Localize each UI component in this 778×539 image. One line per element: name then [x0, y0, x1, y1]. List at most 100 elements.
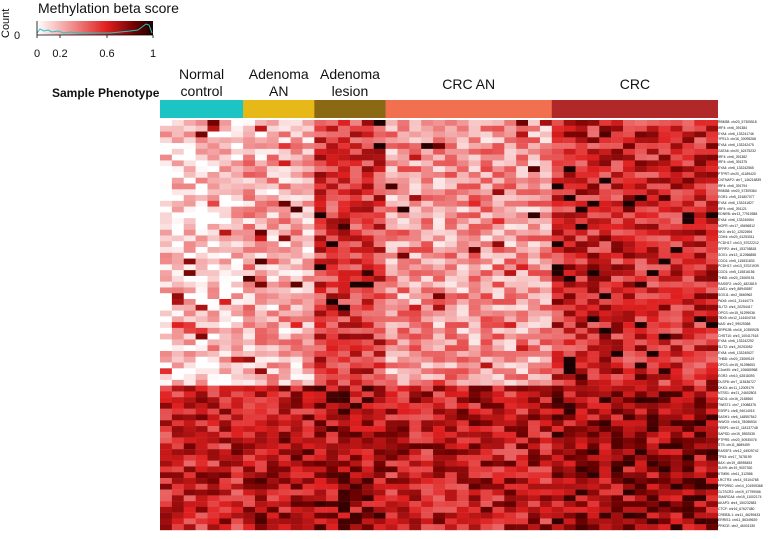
heatmap-cell: [551, 506, 564, 513]
heatmap-cell: [682, 229, 695, 236]
heatmap-cell: [599, 460, 612, 467]
heatmap-cell: [599, 229, 612, 236]
heatmap-cell: [195, 466, 208, 473]
heatmap-cell: [409, 120, 422, 126]
heatmap-cell: [456, 200, 469, 207]
heatmap-cell: [492, 397, 505, 404]
heatmap-cell: [302, 489, 315, 496]
heatmap-cell: [314, 166, 327, 173]
heatmap-cell: [361, 160, 374, 167]
heatmap-cell: [563, 420, 576, 427]
heatmap-cell: [563, 304, 576, 311]
heatmap-cell: [243, 449, 256, 456]
heatmap-cell: [243, 200, 256, 207]
heatmap-cell: [409, 495, 422, 502]
heatmap-cell: [278, 397, 291, 404]
heatmap-cell: [504, 443, 517, 450]
heatmap-cell: [266, 345, 279, 352]
heatmap-cell: [314, 195, 327, 202]
heatmap-cell: [361, 299, 374, 305]
heatmap-cell: [575, 252, 588, 259]
heatmap-cell: [504, 483, 517, 490]
heatmap-cell: [397, 460, 410, 467]
heatmap-cell: [409, 131, 422, 138]
heatmap-cell: [551, 431, 564, 438]
heatmap-cell: [658, 206, 671, 213]
heatmap-cell: [658, 258, 671, 265]
heatmap-cell: [539, 143, 552, 150]
row-label: EYA4: chr6_133240627: [718, 350, 754, 355]
heatmap-cell: [171, 454, 184, 461]
heatmap-cell: [183, 495, 196, 502]
heatmap-cell: [326, 414, 339, 421]
heatmap-cell: [397, 374, 410, 381]
heatmap-cell: [302, 524, 315, 531]
heatmap-cell: [539, 339, 552, 346]
heatmap-cell: [587, 125, 600, 132]
heatmap-cell: [706, 385, 718, 392]
heatmap-cell: [302, 247, 315, 254]
heatmap-cell: [171, 379, 184, 386]
heatmap-cell: [444, 333, 458, 340]
heatmap-cell: [670, 495, 683, 502]
heatmap-cell: [516, 143, 529, 150]
heatmap-cell: [694, 258, 707, 265]
heatmap-cell: [480, 304, 493, 311]
heatmap-cell: [160, 518, 173, 525]
heatmap-cell: [670, 125, 683, 132]
heatmap-cell: [219, 333, 232, 340]
heatmap-cell: [183, 137, 196, 144]
heatmap-cell: [611, 310, 624, 317]
group-label-line: Adenoma: [319, 66, 380, 82]
heatmap-cell: [575, 143, 588, 150]
heatmap-cell: [528, 512, 541, 519]
heatmap-cell: [563, 478, 576, 484]
heatmap-cell: [183, 524, 196, 531]
heatmap-cell: [171, 229, 184, 236]
heatmap-cell: [302, 379, 315, 386]
heatmap-cell: [694, 160, 707, 167]
heatmap-cell: [373, 166, 386, 173]
heatmap-cell: [468, 489, 481, 496]
heatmap-cell: [528, 281, 541, 288]
heatmap-cell: [480, 345, 493, 352]
heatmap-cell: [326, 379, 339, 386]
phenotype-label: Sample Phenotype: [52, 86, 160, 100]
heatmap-cell: [623, 489, 636, 496]
heatmap-cell: [599, 368, 612, 375]
heatmap-cell: [266, 177, 279, 184]
heatmap-cell: [349, 472, 363, 479]
heatmap-cell: [611, 501, 624, 508]
heatmap-cell: [456, 223, 469, 230]
heatmap-cell: [278, 414, 291, 421]
heatmap-cell: [670, 368, 683, 375]
heatmap-cell: [492, 120, 505, 126]
heatmap-cell: [658, 478, 671, 484]
heatmap-cell: [385, 120, 398, 126]
heatmap-cell: [444, 506, 458, 513]
heatmap-cell: [338, 426, 351, 433]
heatmap-cell: [682, 356, 695, 363]
heatmap-cell: [611, 304, 624, 311]
heatmap-cell: [326, 200, 339, 207]
heatmap-cell: [611, 489, 624, 496]
heatmap-cell: [444, 316, 458, 323]
heatmap-cell: [480, 524, 493, 531]
heatmap-cell: [551, 270, 564, 277]
heatmap-cell: [444, 345, 458, 352]
heatmap-cell: [254, 304, 268, 311]
heatmap-cell: [160, 212, 173, 219]
heatmap-cell: [492, 125, 505, 132]
heatmap-cell: [349, 281, 363, 288]
heatmap-cell: [444, 160, 458, 167]
heatmap-cell: [433, 258, 446, 265]
heatmap-cell: [195, 449, 208, 456]
heatmap-cell: [670, 206, 683, 213]
heatmap-cell: [160, 281, 173, 288]
heatmap-cell: [670, 235, 683, 242]
heatmap-cell: [480, 183, 493, 190]
heatmap-cell: [587, 322, 600, 329]
heatmap-cell: [516, 166, 529, 173]
heatmap-cell: [433, 206, 446, 213]
heatmap-cell: [421, 397, 434, 404]
